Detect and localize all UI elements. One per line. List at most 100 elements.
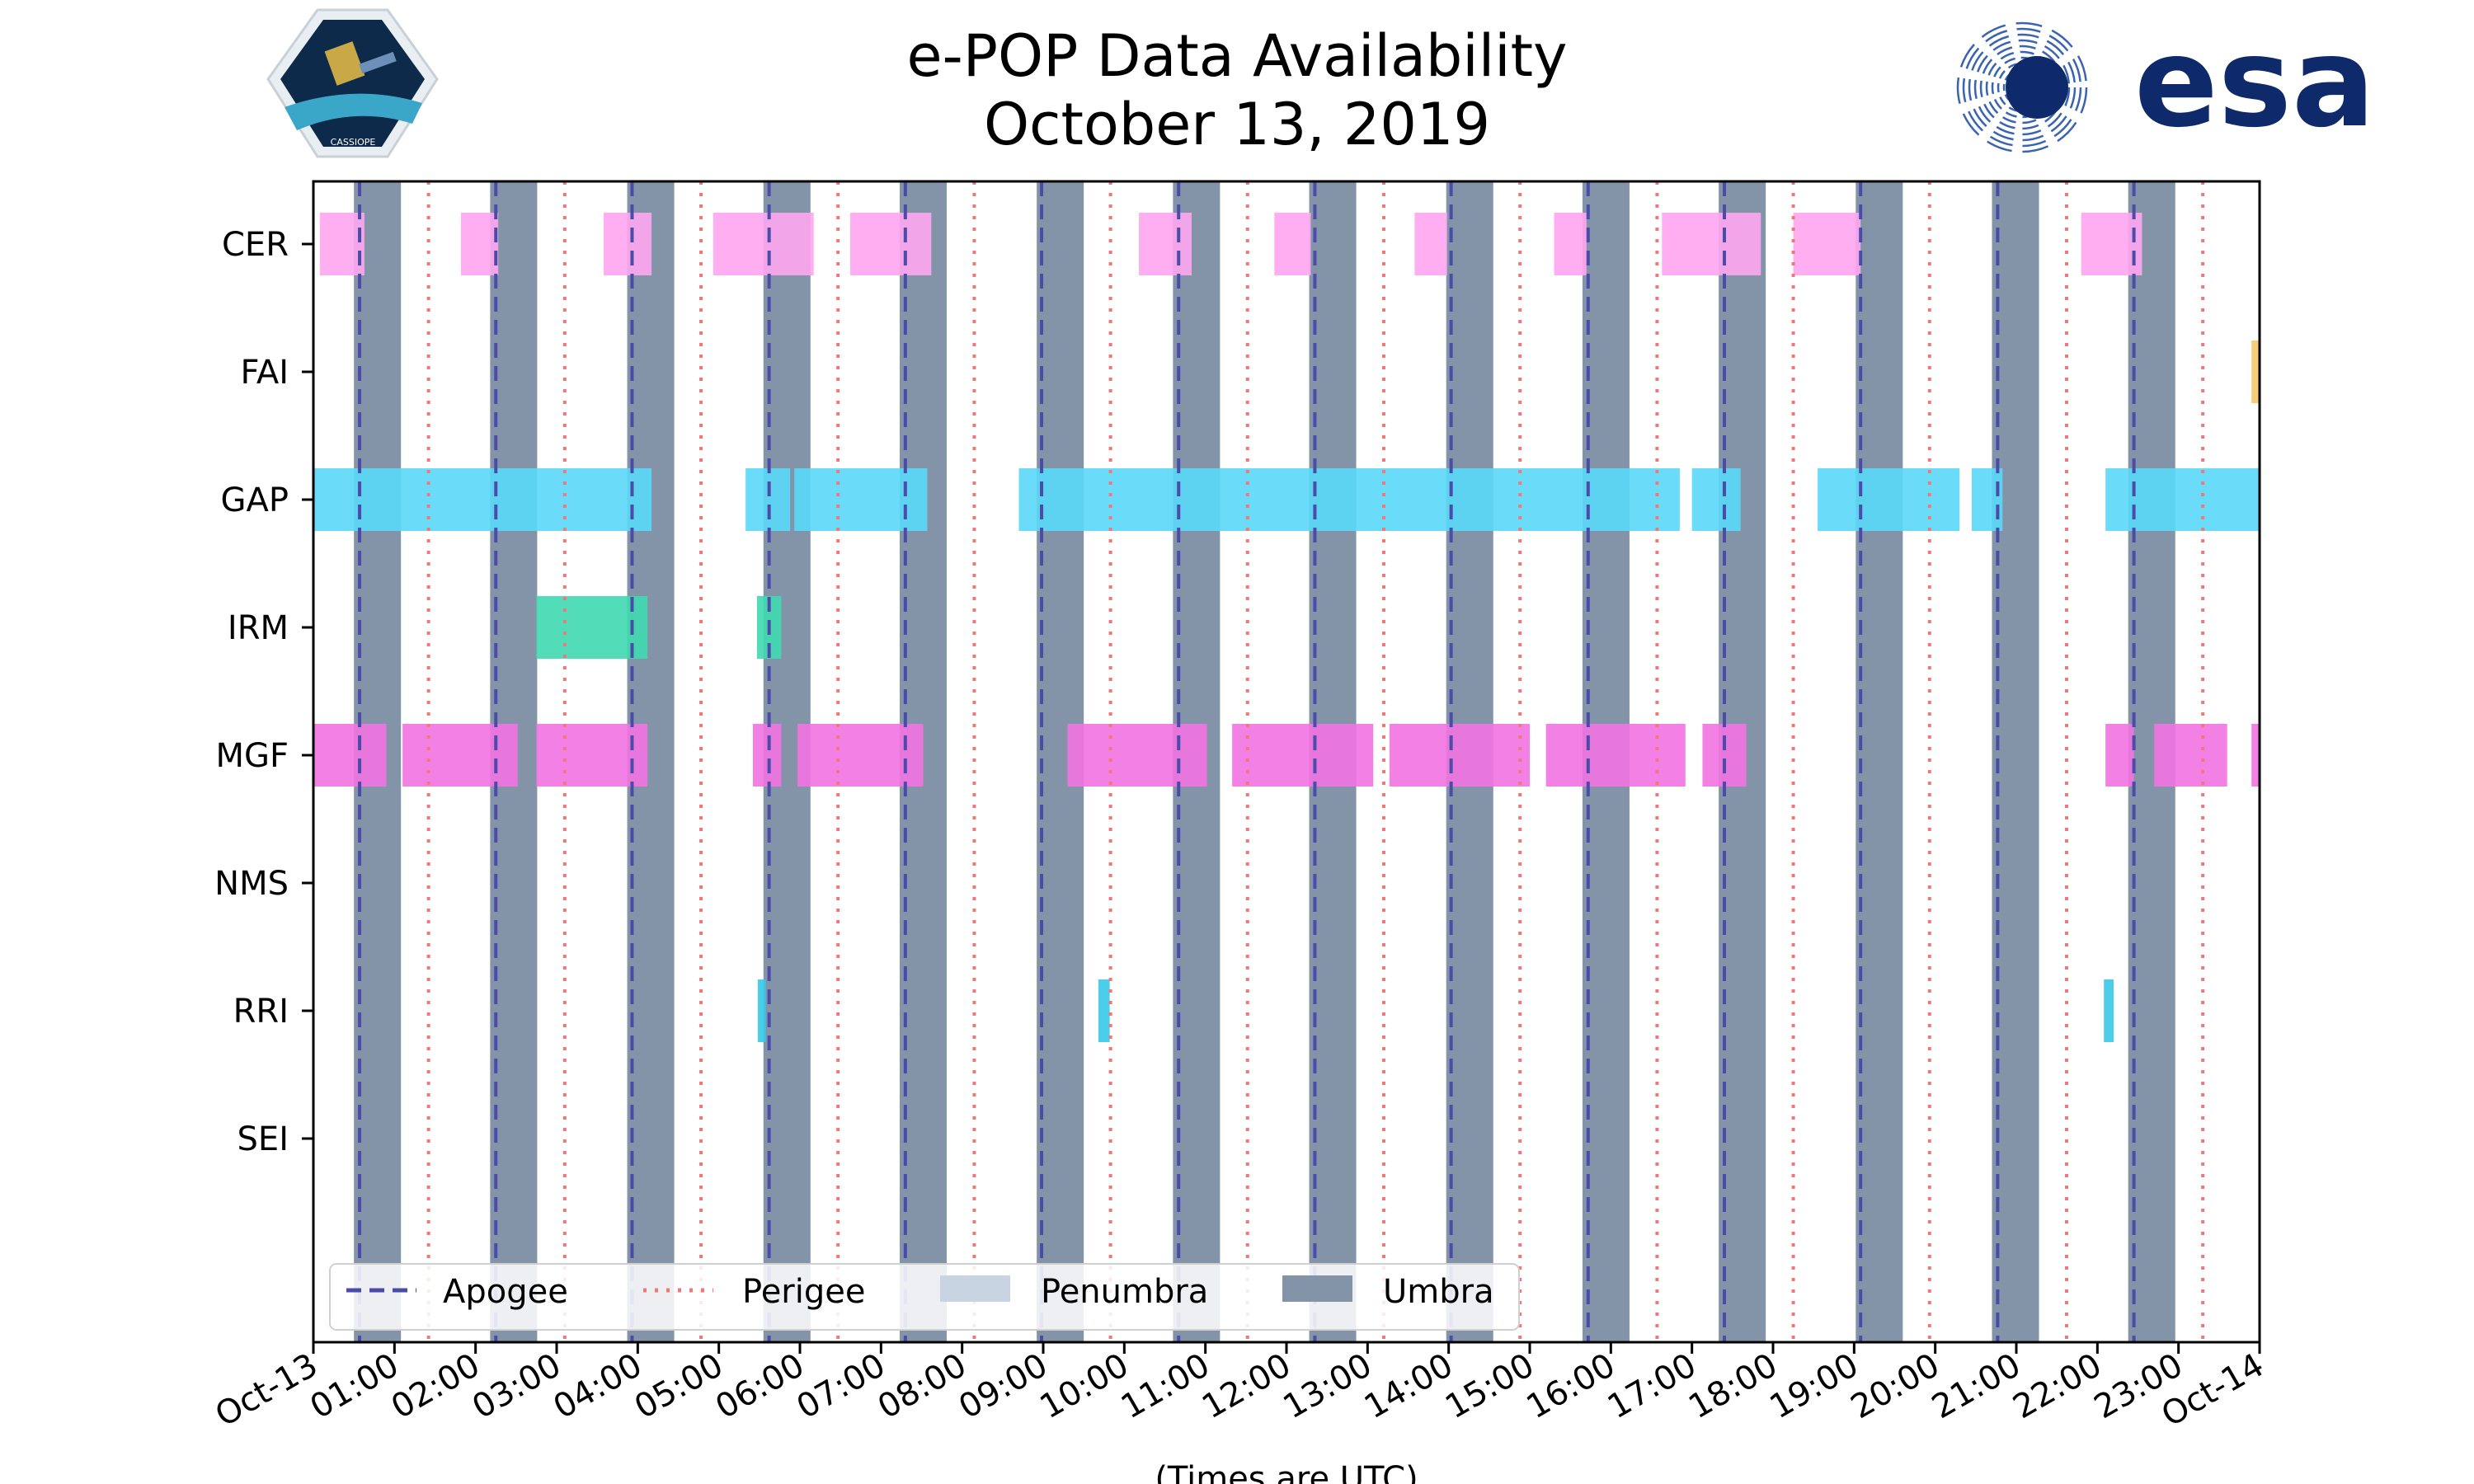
esa-swirl-core [2006, 56, 2068, 119]
chart-title-line1: e-POP Data Availability [906, 22, 1568, 90]
legend-perigee-label: Perigee [742, 1273, 865, 1311]
legend: Apogee Perigee Penumbra Umbra [329, 1263, 1520, 1331]
esa-swirl-ring [1956, 21, 2088, 153]
data-segment-cer [1662, 213, 1761, 275]
x-tick-label: 19:00 [1763, 1346, 1865, 1426]
data-segment-gap [794, 468, 928, 531]
cassiope-logo-text: CASSIOPE [331, 137, 376, 148]
x-tick-label: 12:00 [1196, 1346, 1297, 1426]
satellite-icon [324, 41, 365, 86]
umbra-band [1992, 181, 2039, 1342]
data-segment-mgf [2154, 724, 2227, 787]
data-segment-gap [745, 468, 791, 531]
legend-penumbra-label: Penumbra [1041, 1273, 1208, 1311]
data-segment-cer [1274, 213, 1311, 275]
x-tick-label: 16:00 [1520, 1346, 1621, 1426]
data-segment-mgf [1702, 724, 1747, 787]
esa-logo-text: esa [2134, 12, 2375, 155]
legend-apogee-label: Apogee [443, 1273, 568, 1311]
esa-logo: esa [1956, 12, 2375, 155]
x-tick-label: 08:00 [872, 1346, 973, 1426]
apogee-lines [358, 181, 2136, 1342]
legend-umbra-label: Umbra [1383, 1273, 1494, 1311]
legend-box [329, 1263, 1520, 1331]
data-segment-cer [604, 213, 652, 275]
cassiope-logo: CASSIOPE [266, 8, 439, 158]
x-tick-label: 03:00 [466, 1346, 567, 1426]
data-segment-gap [1018, 468, 1680, 531]
data-segment-mgf [536, 724, 648, 787]
x-tick-label: 18:00 [1682, 1346, 1784, 1426]
data-segment-rri [1098, 979, 1110, 1042]
esa-swirl-icon [1956, 21, 2088, 153]
data-segment-cer [319, 213, 365, 275]
x-tick-label: 07:00 [790, 1346, 891, 1426]
esa-swirl-ring [1968, 33, 2077, 142]
x-tick-label: Oct-13 [209, 1346, 324, 1435]
data-segment-gap [2105, 468, 2260, 531]
data-segment-cer [460, 213, 499, 275]
legend-umbra-swatch [1282, 1275, 1352, 1302]
x-tick-label: 17:00 [1602, 1346, 1703, 1426]
y-tick-label: FAI [241, 354, 289, 392]
legend-penumbra-swatch [940, 1275, 1010, 1302]
data-segment-mgf [1545, 724, 1686, 787]
perigee-lines [426, 181, 2205, 1342]
data-segment-rri [2104, 979, 2114, 1042]
data-segment-cer [849, 213, 932, 275]
data-segment-mgf [1232, 724, 1374, 787]
data-segment-gap [313, 468, 652, 531]
y-tick-label: RRI [233, 993, 289, 1031]
x-tick-label: 15:00 [1439, 1346, 1540, 1426]
x-tick-label: 01:00 [303, 1346, 405, 1426]
x-tick-label: 04:00 [547, 1346, 648, 1426]
data-segment-rri [757, 979, 766, 1042]
data-segment-mgf [1067, 724, 1207, 787]
data-segment-mgf [797, 724, 924, 787]
y-tick-label: NMS [214, 865, 289, 903]
x-tick-label: 06:00 [709, 1346, 811, 1426]
y-axis: CER FAI GAP IRM MGF NMS RRI SEI [214, 226, 313, 1158]
earth-limb-icon [285, 93, 422, 130]
data-segment-cer [1793, 213, 1861, 275]
y-tick-label: SEI [238, 1120, 289, 1158]
chart-title-line2: October 13, 2019 [983, 91, 1491, 158]
data-segment-mgf [2105, 724, 2134, 787]
data-segment-cer [713, 213, 814, 275]
data-segment-cer [1139, 213, 1192, 275]
data-segment-fai [2251, 340, 2260, 403]
data-segment-mgf [752, 724, 782, 787]
x-tick-label: 11:00 [1115, 1346, 1216, 1426]
x-tick-label: 05:00 [628, 1346, 730, 1426]
data-segment-cer [1414, 213, 1447, 275]
x-axis-label: (Times are UTC) [1155, 1460, 1418, 1484]
data-segment-mgf [402, 724, 518, 787]
esa-swirl-ring [1973, 39, 2071, 136]
x-tick-label: 02:00 [385, 1346, 487, 1426]
esa-swirl-ring [1962, 27, 2082, 148]
data-segment-gap [1971, 468, 2003, 531]
data-segment-mgf [2251, 724, 2260, 787]
y-tick-label: IRM [228, 609, 289, 647]
data-segment-cer [1554, 213, 1587, 275]
data-segments [313, 213, 2260, 1042]
x-tick-label: 21:00 [1926, 1346, 2027, 1426]
data-segment-cer [2081, 213, 2142, 275]
x-tick-label: 22:00 [2006, 1346, 2108, 1426]
y-tick-label: MGF [215, 737, 289, 775]
x-tick-label: 20:00 [1845, 1346, 1946, 1426]
y-tick-label: GAP [221, 481, 289, 519]
x-tick-label: 14:00 [1358, 1346, 1460, 1426]
x-tick-label: 10:00 [1033, 1346, 1135, 1426]
data-segment-gap [1691, 468, 1741, 531]
data-segment-mgf [313, 724, 387, 787]
umbra-band [1856, 181, 1903, 1342]
x-tick-label: 13:00 [1277, 1346, 1378, 1426]
data-segment-mgf [1389, 724, 1530, 787]
data-segment-gap [1818, 468, 1960, 531]
y-tick-label: CER [222, 226, 289, 264]
x-tick-label: 09:00 [952, 1346, 1054, 1426]
data-segment-irm [536, 596, 648, 659]
